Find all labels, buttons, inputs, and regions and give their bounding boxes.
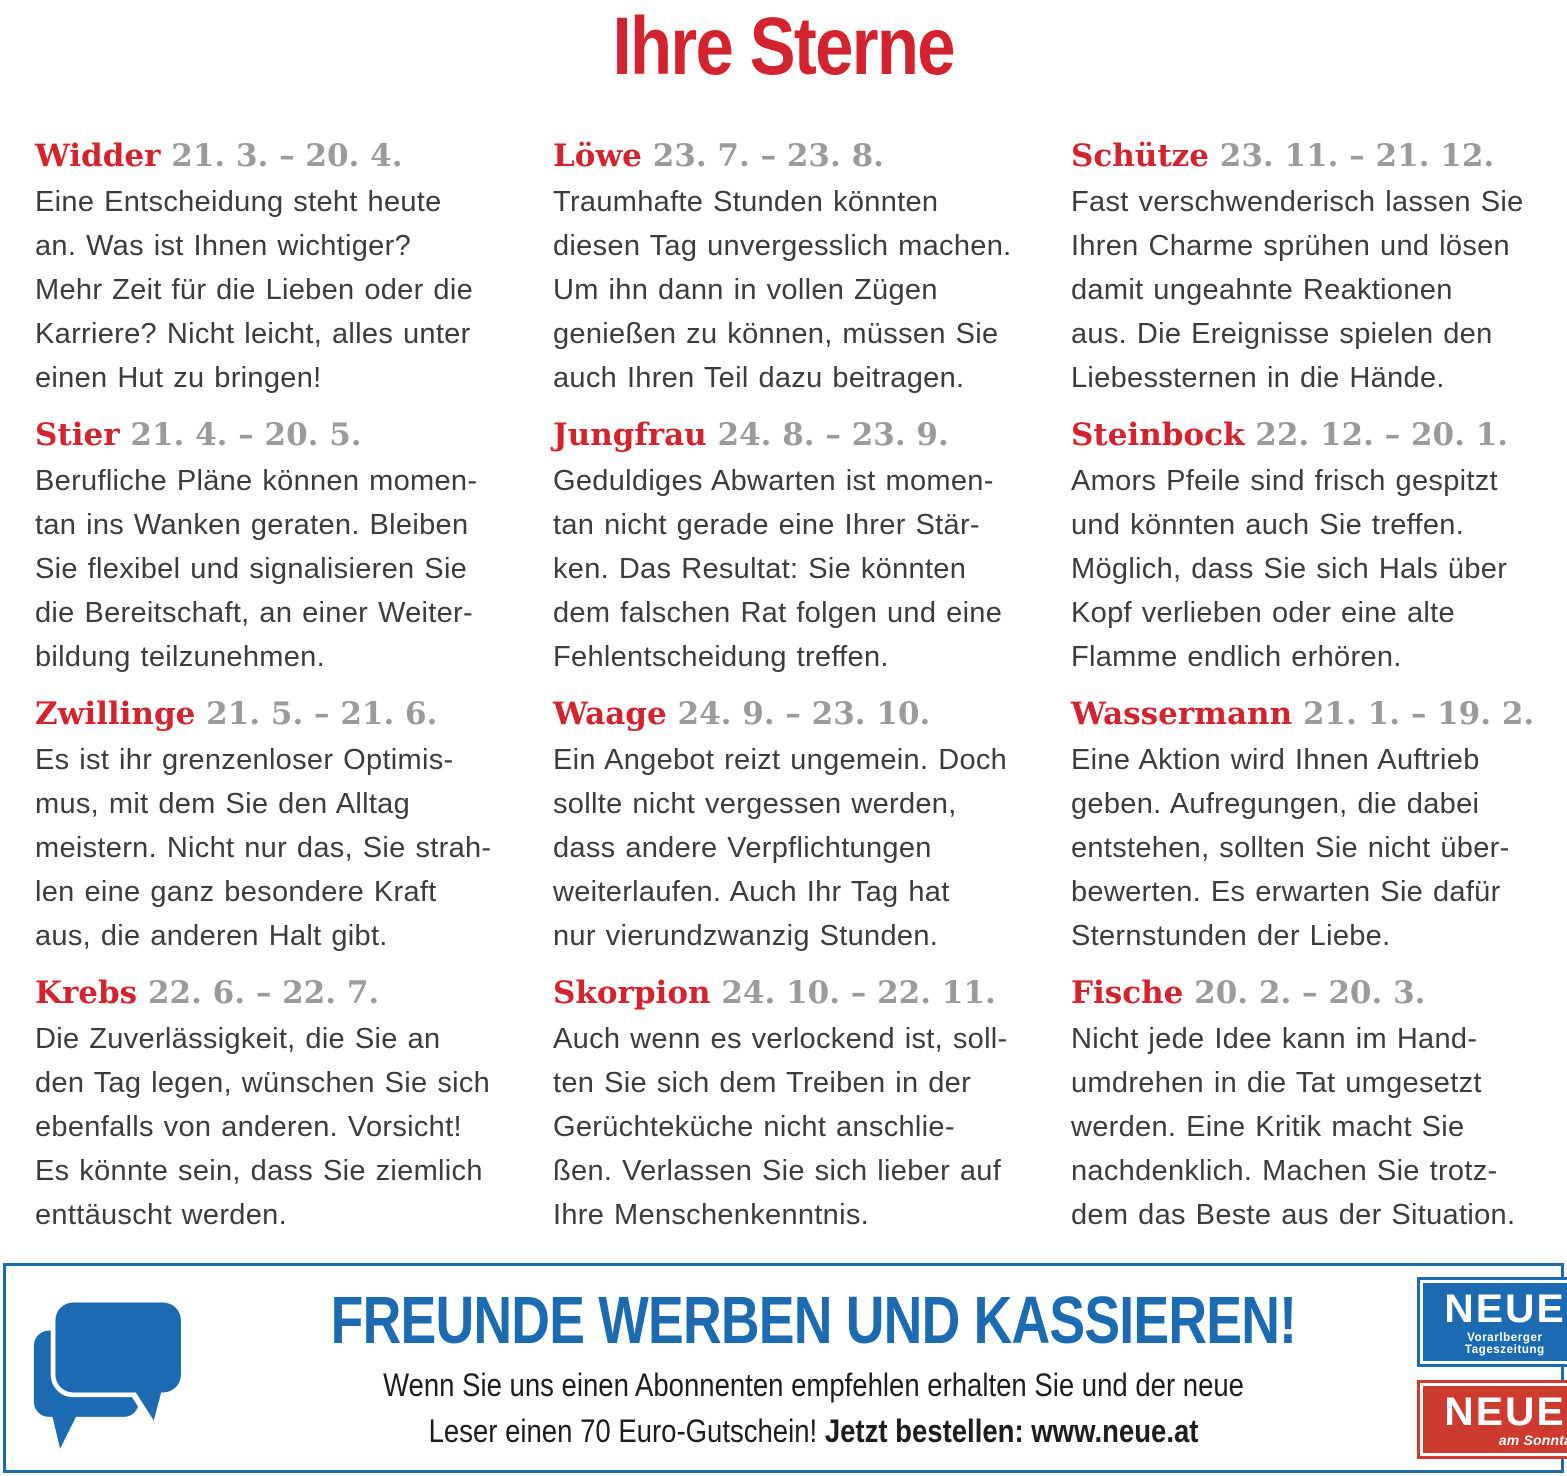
- horoscope-text: Nicht jede Idee kann im Hand- umdrehen i…: [1071, 1023, 1516, 1231]
- promo-banner: FREUNDE WERBEN UND KASSIEREN! Wenn Sie u…: [3, 1263, 1567, 1473]
- horoscope-heading: Zwillinge 21. 5. – 21. 6.: [35, 694, 503, 734]
- banner-line1: Wenn Sie uns einen Abonnenten empfehlen …: [382, 1366, 1244, 1403]
- sign-name: Schütze: [1071, 138, 1209, 174]
- horoscope-heading: Fische 20. 2. – 20. 3.: [1071, 973, 1539, 1013]
- horoscope-text: Traumhafte Stunden könnten diesen Tag un…: [553, 186, 1012, 394]
- page-header: Ihre Sterne: [0, 0, 1567, 102]
- banner-order-url: Jetzt bestellen: www.neue.at: [824, 1412, 1199, 1449]
- horoscope-zwillinge: Zwillinge 21. 5. – 21. 6. Es ist ihr gre…: [35, 694, 503, 958]
- horoscope-heading: Stier 21. 4. – 20. 5.: [35, 415, 503, 455]
- horoscope-widder: Widder 21. 3. – 20. 4. Eine Entscheidung…: [35, 136, 503, 400]
- horoscope-schuetze: Schütze 23. 11. – 21. 12. Fast verschwen…: [1071, 136, 1539, 400]
- logo-tagline: Vorarlberger Tageszeitung: [1464, 1331, 1545, 1356]
- horoscope-text: Eine Aktion wird Ihnen Auftrieb geben. A…: [1071, 744, 1510, 952]
- sign-name: Stier: [35, 417, 120, 453]
- sign-dates: 22. 12. – 20. 1.: [1255, 417, 1509, 453]
- horoscope-text: Amors Pfeile sind frisch gespitzt und kö…: [1071, 465, 1508, 673]
- horoscope-heading: Jungfrau 24. 8. – 23. 9.: [553, 415, 1021, 455]
- neue-am-sonntag-logo: NEUE am Sonntag: [1416, 1379, 1567, 1460]
- sign-dates: 24. 10. – 22. 11.: [721, 975, 996, 1011]
- horoscope-loewe: Löwe 23. 7. – 23. 8. Traumhafte Stunden …: [553, 136, 1021, 400]
- horoscope-heading: Schütze 23. 11. – 21. 12.: [1071, 136, 1539, 176]
- horoscope-grid: Widder 21. 3. – 20. 4. Eine Entscheidung…: [0, 102, 1567, 1237]
- horoscope-steinbock: Steinbock 22. 12. – 20. 1. Amors Pfeile …: [1071, 415, 1539, 679]
- sign-dates: 23. 11. – 21. 12.: [1219, 138, 1495, 174]
- sign-name: Fische: [1071, 975, 1184, 1011]
- horoscope-skorpion: Skorpion 24. 10. – 22. 11. Auch wenn es …: [553, 973, 1021, 1237]
- horoscope-heading: Waage 24. 9. – 23. 10.: [553, 694, 1021, 734]
- neue-tageszeitung-logo: NEUE Vorarlberger Tageszeitung: [1416, 1276, 1567, 1367]
- logo-name: NEUE: [1444, 1286, 1566, 1331]
- sign-dates: 22. 6. – 22. 7.: [147, 975, 380, 1011]
- horoscope-heading: Löwe 23. 7. – 23. 8.: [553, 136, 1021, 176]
- horoscope-text: Ein Angebot reizt ungemein. Doch sollte …: [553, 744, 1008, 952]
- sign-name: Steinbock: [1071, 417, 1245, 453]
- sign-name: Widder: [35, 138, 161, 174]
- banner-content: FREUNDE WERBEN UND KASSIEREN! Wenn Sie u…: [210, 1283, 1417, 1454]
- sign-name: Löwe: [553, 138, 642, 174]
- sign-dates: 23. 7. – 23. 8.: [652, 138, 884, 174]
- newspaper-logos: NEUE Vorarlberger Tageszeitung NEUE am S…: [1416, 1276, 1567, 1460]
- sign-dates: 24. 9. – 23. 10.: [677, 696, 931, 732]
- horoscope-heading: Wassermann 21. 1. – 19. 2.: [1071, 694, 1539, 734]
- sign-dates: 21. 1. – 19. 2.: [1302, 696, 1535, 732]
- horoscope-stier: Stier 21. 4. – 20. 5. Berufliche Pläne k…: [35, 415, 503, 679]
- horoscope-heading: Steinbock 22. 12. – 20. 1.: [1071, 415, 1539, 455]
- sign-dates: 21. 4. – 20. 5.: [130, 417, 362, 453]
- horoscope-fische: Fische 20. 2. – 20. 3. Nicht jede Idee k…: [1071, 973, 1539, 1237]
- banner-headline: FREUNDE WERBEN UND KASSIEREN!: [330, 1282, 1297, 1358]
- sign-name: Waage: [553, 696, 667, 732]
- horoscope-text: Die Zuverlässigkeit, die Sie an den Tag …: [35, 1023, 491, 1231]
- banner-line2: Leser einen 70 Euro-Gutschein!: [428, 1412, 818, 1449]
- page-title: Ihre Sterne: [612, 1, 956, 92]
- sign-dates: 20. 2. – 20. 3.: [1194, 975, 1426, 1011]
- horoscope-heading: Krebs 22. 6. – 22. 7.: [35, 973, 503, 1013]
- logo-tagline: am Sonntag: [1498, 1432, 1567, 1449]
- horoscope-waage: Waage 24. 9. – 23. 10. Ein Angebot reizt…: [553, 694, 1021, 958]
- speech-bubbles-icon: [33, 1297, 186, 1449]
- sign-dates: 24. 8. – 23. 9.: [717, 417, 949, 453]
- sign-name: Krebs: [35, 975, 138, 1011]
- sign-dates: 21. 3. – 20. 4.: [171, 138, 403, 174]
- banner-subtext: Wenn Sie uns einen Abonnenten empfehlen …: [210, 1362, 1417, 1454]
- horoscope-krebs: Krebs 22. 6. – 22. 7. Die Zuverlässigkei…: [35, 973, 503, 1237]
- sign-name: Jungfrau: [553, 417, 707, 453]
- horoscope-heading: Widder 21. 3. – 20. 4.: [35, 136, 503, 176]
- logo-name: NEUE: [1444, 1389, 1566, 1434]
- sign-name: Zwillinge: [35, 696, 196, 732]
- horoscope-heading: Skorpion 24. 10. – 22. 11.: [553, 973, 1021, 1013]
- horoscope-text: Auch wenn es verlockend ist, soll- ten S…: [553, 1023, 1008, 1231]
- horoscope-text: Berufliche Pläne können momen- tan ins W…: [35, 465, 478, 673]
- horoscope-text: Geduldiges Abwarten ist momen- tan nicht…: [553, 465, 1003, 673]
- sign-dates: 21. 5. – 21. 6.: [206, 696, 438, 732]
- sign-name: Wassermann: [1071, 696, 1293, 732]
- horoscope-jungfrau: Jungfrau 24. 8. – 23. 9. Geduldiges Abwa…: [553, 415, 1021, 679]
- horoscope-text: Fast verschwenderisch lassen Sie Ihren C…: [1071, 186, 1524, 394]
- horoscope-text: Eine Entscheidung steht heute an. Was is…: [35, 186, 474, 394]
- horoscope-text: Es ist ihr grenzenloser Optimis- mus, mi…: [35, 744, 492, 952]
- sign-name: Skorpion: [553, 975, 711, 1011]
- horoscope-wassermann: Wassermann 21. 1. – 19. 2. Eine Aktion w…: [1071, 694, 1539, 958]
